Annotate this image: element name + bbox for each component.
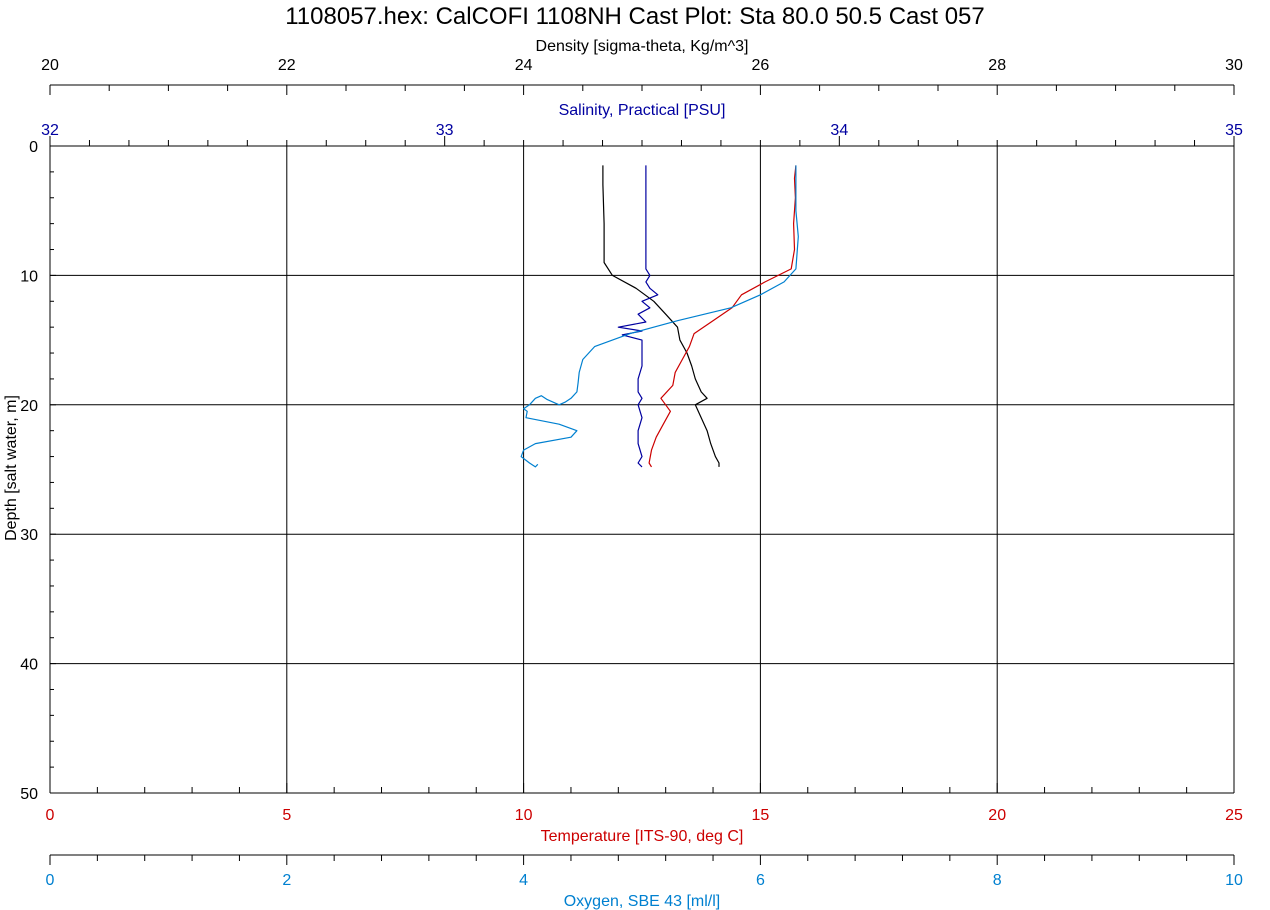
temperature-axis-label: Temperature [ITS-90, deg C] <box>541 828 744 845</box>
density-tick-label: 28 <box>988 57 1006 74</box>
oxygen-tick-label: 10 <box>1225 872 1243 889</box>
temperature-tick-label: 10 <box>515 807 533 824</box>
grid-lines <box>49 145 1235 794</box>
depth-tick-label: 20 <box>20 398 38 415</box>
density-tick-label: 24 <box>515 57 533 74</box>
density-tick-label: 30 <box>1225 57 1243 74</box>
depth-axis-label: Depth [salt water, m] <box>3 395 20 541</box>
salinity-tick-label: 34 <box>830 122 848 139</box>
oxygen-tick-label: 0 <box>46 872 55 889</box>
salinity-axis-label: Salinity, Practical [PSU] <box>559 102 726 119</box>
oxygen-tick-label: 2 <box>282 872 291 889</box>
depth-tick-label: 40 <box>20 657 38 674</box>
density-axis-label: Density [sigma-theta, Kg/m^3] <box>536 38 749 55</box>
salinity-tick-label: 32 <box>41 122 59 139</box>
oxygen-tick-label: 6 <box>756 872 765 889</box>
density-tick-label: 20 <box>41 57 59 74</box>
oxygen-tick-label: 8 <box>993 872 1002 889</box>
depth-tick-label: 50 <box>20 786 38 803</box>
density-series-line <box>602 165 720 467</box>
depth-tick-label: 30 <box>20 527 38 544</box>
temperature-tick-label: 25 <box>1225 807 1243 824</box>
temperature-tick-label: 0 <box>46 807 55 824</box>
density-tick-label: 26 <box>752 57 770 74</box>
depth-tick-label: 10 <box>20 268 38 285</box>
data-series <box>520 165 799 468</box>
oxygen-tick-label: 4 <box>519 872 528 889</box>
depth-tick-label: 0 <box>29 139 38 156</box>
oxygen-axis-label: Oxygen, SBE 43 [ml/l] <box>564 893 721 910</box>
temperature-series-line <box>648 165 797 468</box>
chart-title: 1108057.hex: CalCOFI 1108NH Cast Plot: S… <box>285 3 985 30</box>
density-tick-label: 22 <box>278 57 296 74</box>
temperature-tick-label: 15 <box>752 807 770 824</box>
salinity-tick-label: 35 <box>1225 122 1243 139</box>
salinity-tick-label: 33 <box>436 122 454 139</box>
temperature-tick-label: 20 <box>988 807 1006 824</box>
salinity-series-line <box>617 165 659 468</box>
temperature-tick-label: 5 <box>282 807 291 824</box>
oxygen-series-line <box>520 165 799 468</box>
